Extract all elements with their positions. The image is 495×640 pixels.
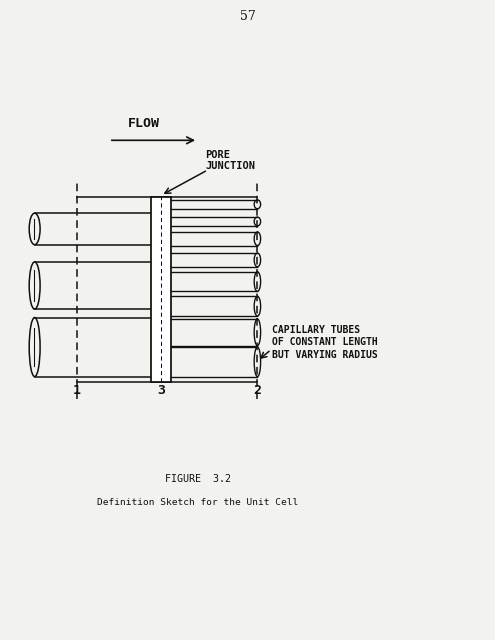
- Text: PORE
JUNCTION: PORE JUNCTION: [205, 150, 255, 172]
- Bar: [151, 197, 171, 381]
- Text: 2: 2: [253, 384, 261, 397]
- Text: FLOW: FLOW: [128, 118, 159, 131]
- Text: 57: 57: [240, 10, 255, 22]
- Text: FIGURE  3.2: FIGURE 3.2: [165, 474, 231, 484]
- Text: 3: 3: [157, 384, 165, 397]
- Text: CAPILLARY TUBES
OF CONSTANT LENGTH
BUT VARYING RADIUS: CAPILLARY TUBES OF CONSTANT LENGTH BUT V…: [272, 325, 378, 360]
- Text: 1: 1: [73, 384, 81, 397]
- Text: Definition Sketch for the Unit Cell: Definition Sketch for the Unit Cell: [98, 498, 298, 507]
